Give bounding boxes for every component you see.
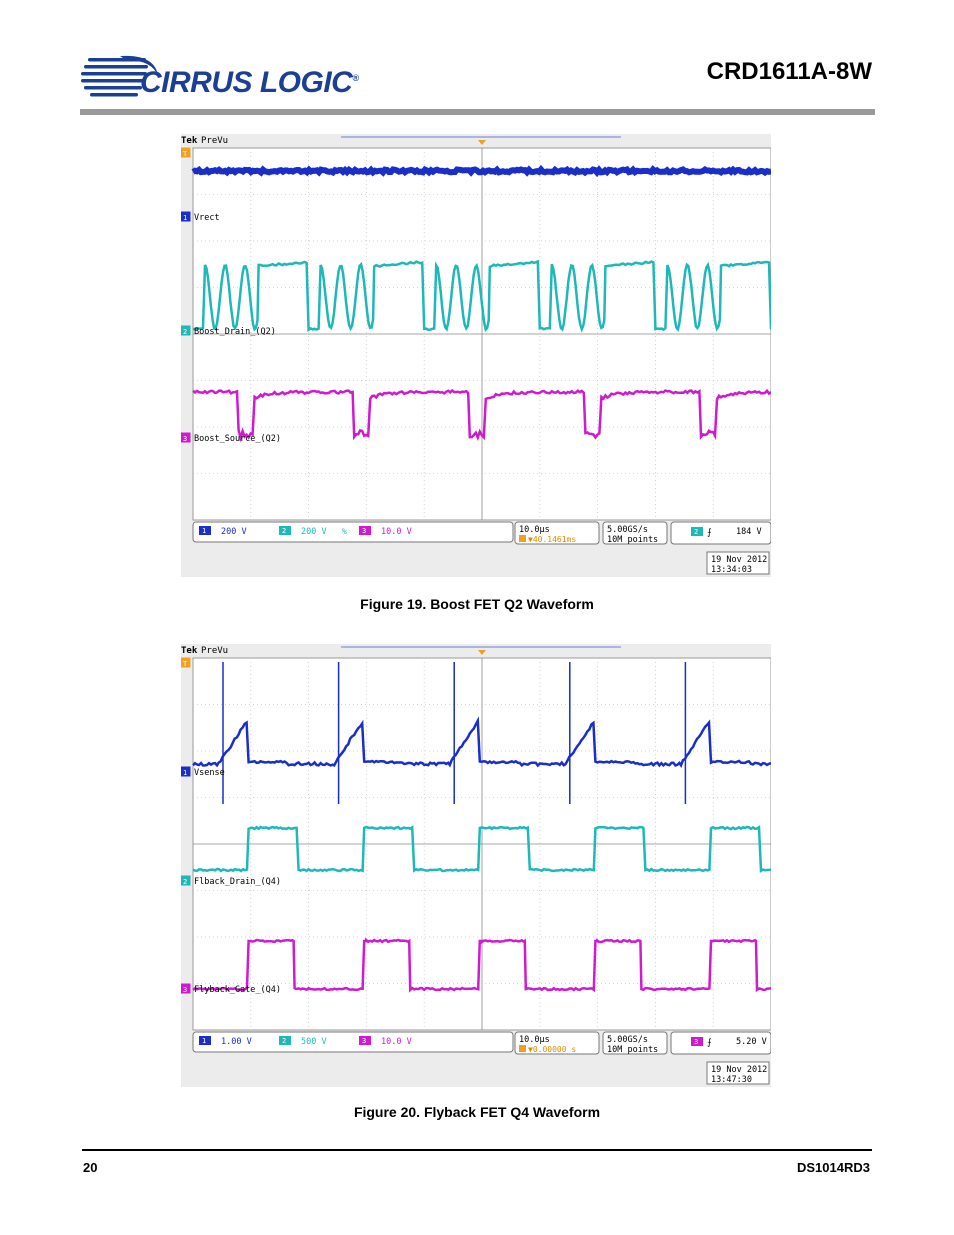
scope-brand: Tek [181,136,198,146]
logo-wordmark: CIRRUS LOGIC® [140,66,358,100]
channel-3-marker-num: 3 [183,435,187,443]
document-id: DS1014RD3 [797,1160,870,1175]
scale-ch2-num: 2 [282,527,286,535]
capture-date: 19 Nov 2012 [711,1065,767,1075]
record-length: 10M points [607,535,658,545]
page-number: 20 [83,1160,97,1175]
scale-ch1-num: 1 [202,527,206,535]
scale-ch3-num: 3 [362,1037,366,1045]
header-rule [80,109,875,115]
bandwidth-mark: % [342,527,347,536]
scale-ch3-value: 10.0 V [381,527,412,537]
footer-rule [82,1149,872,1151]
sample-rate: 5.00GS/s [607,525,648,535]
trigger-offset-icon [519,1045,526,1052]
scale-ch2-num: 2 [282,1037,286,1045]
trigger-channel-num: 3 [694,1038,698,1046]
record-length: 10M points [607,1045,658,1055]
channel-2-label: Boost_Drain_(Q2) [194,327,276,337]
timebase-value: 10.0µs [519,525,550,535]
channel-3-label: Flyback_Gate_(Q4) [194,985,281,995]
scale-ch3-num: 3 [362,527,366,535]
channel-1-label: Vsense [194,768,225,778]
channel-2-label: Flback_Drain_(Q4) [194,877,281,887]
capture-time: 13:47:30 [711,1075,752,1085]
channel-2-marker-num: 2 [183,328,187,336]
scale-ch3-value: 10.0 V [381,1037,412,1047]
scope-display: Tek PreVuT1 Vsense2 Flback_Drain_(Q4)3 Flyba… [181,644,771,1087]
scale-ch2-value: 500 V [301,1037,327,1047]
channel-1-label: Vrect [194,213,220,223]
scope-display: Tek PreVuT1 Vrect2 Boost_Drain_(Q2)3 Boost_S… [181,134,771,577]
trigger-channel-num: 2 [694,528,698,536]
scale-ch1-num: 1 [202,1037,206,1045]
document-title: CRD1611A-8W [707,58,872,86]
trigger-offset-value: ▼40.1461ms [528,535,576,544]
trigger-slope-icon: ⨍ [707,528,712,538]
channel-1-marker-num: 1 [183,214,187,222]
scope-mode: PreVu [201,136,228,146]
figure-caption-20: Figure 20. Flyback FET Q4 Waveform [0,1104,954,1120]
trigger-level: 184 V [736,527,762,537]
channel-3-label: Boost_Source_(Q2) [194,434,281,444]
capture-date: 19 Nov 2012 [711,555,767,565]
oscilloscope-screenshot-fig19: Tek PreVu T 1 Vrect 2 Boost_Drain_(Q2) 3 Boost_S… [181,134,771,577]
trigger-level: 5.20 V [736,1037,767,1047]
trigger-position-icon [478,650,486,655]
trigger-offset-value: ▼0.00000 s [528,1045,576,1054]
trigger-slope-icon: ⨍ [707,1038,712,1048]
scale-ch2-value: 200 V [301,527,327,537]
channel-3-marker-num: 3 [183,986,187,994]
sample-rate: 5.00GS/s [607,1035,648,1045]
figure-caption-19: Figure 19. Boost FET Q2 Waveform [0,596,954,612]
trigger-offset-icon [519,535,526,542]
scope-brand: Tek [181,646,198,656]
trace-ch1 [193,170,771,173]
scope-mode: PreVu [201,646,228,656]
oscilloscope-screenshot-fig20: Tek PreVu T 1 Vsense 2 Flback_Drain_(Q4) 3 Flyba… [181,644,771,1087]
timebase-value: 10.0µs [519,1035,550,1045]
channel-1-marker-num: 1 [183,769,187,777]
capture-time: 13:34:03 [711,565,752,575]
channel-2-marker-num: 2 [183,878,187,886]
scale-ch1-value: 1.00 V [221,1037,252,1047]
trigger-position-icon [478,140,486,145]
scale-ch1-value: 200 V [221,527,247,537]
